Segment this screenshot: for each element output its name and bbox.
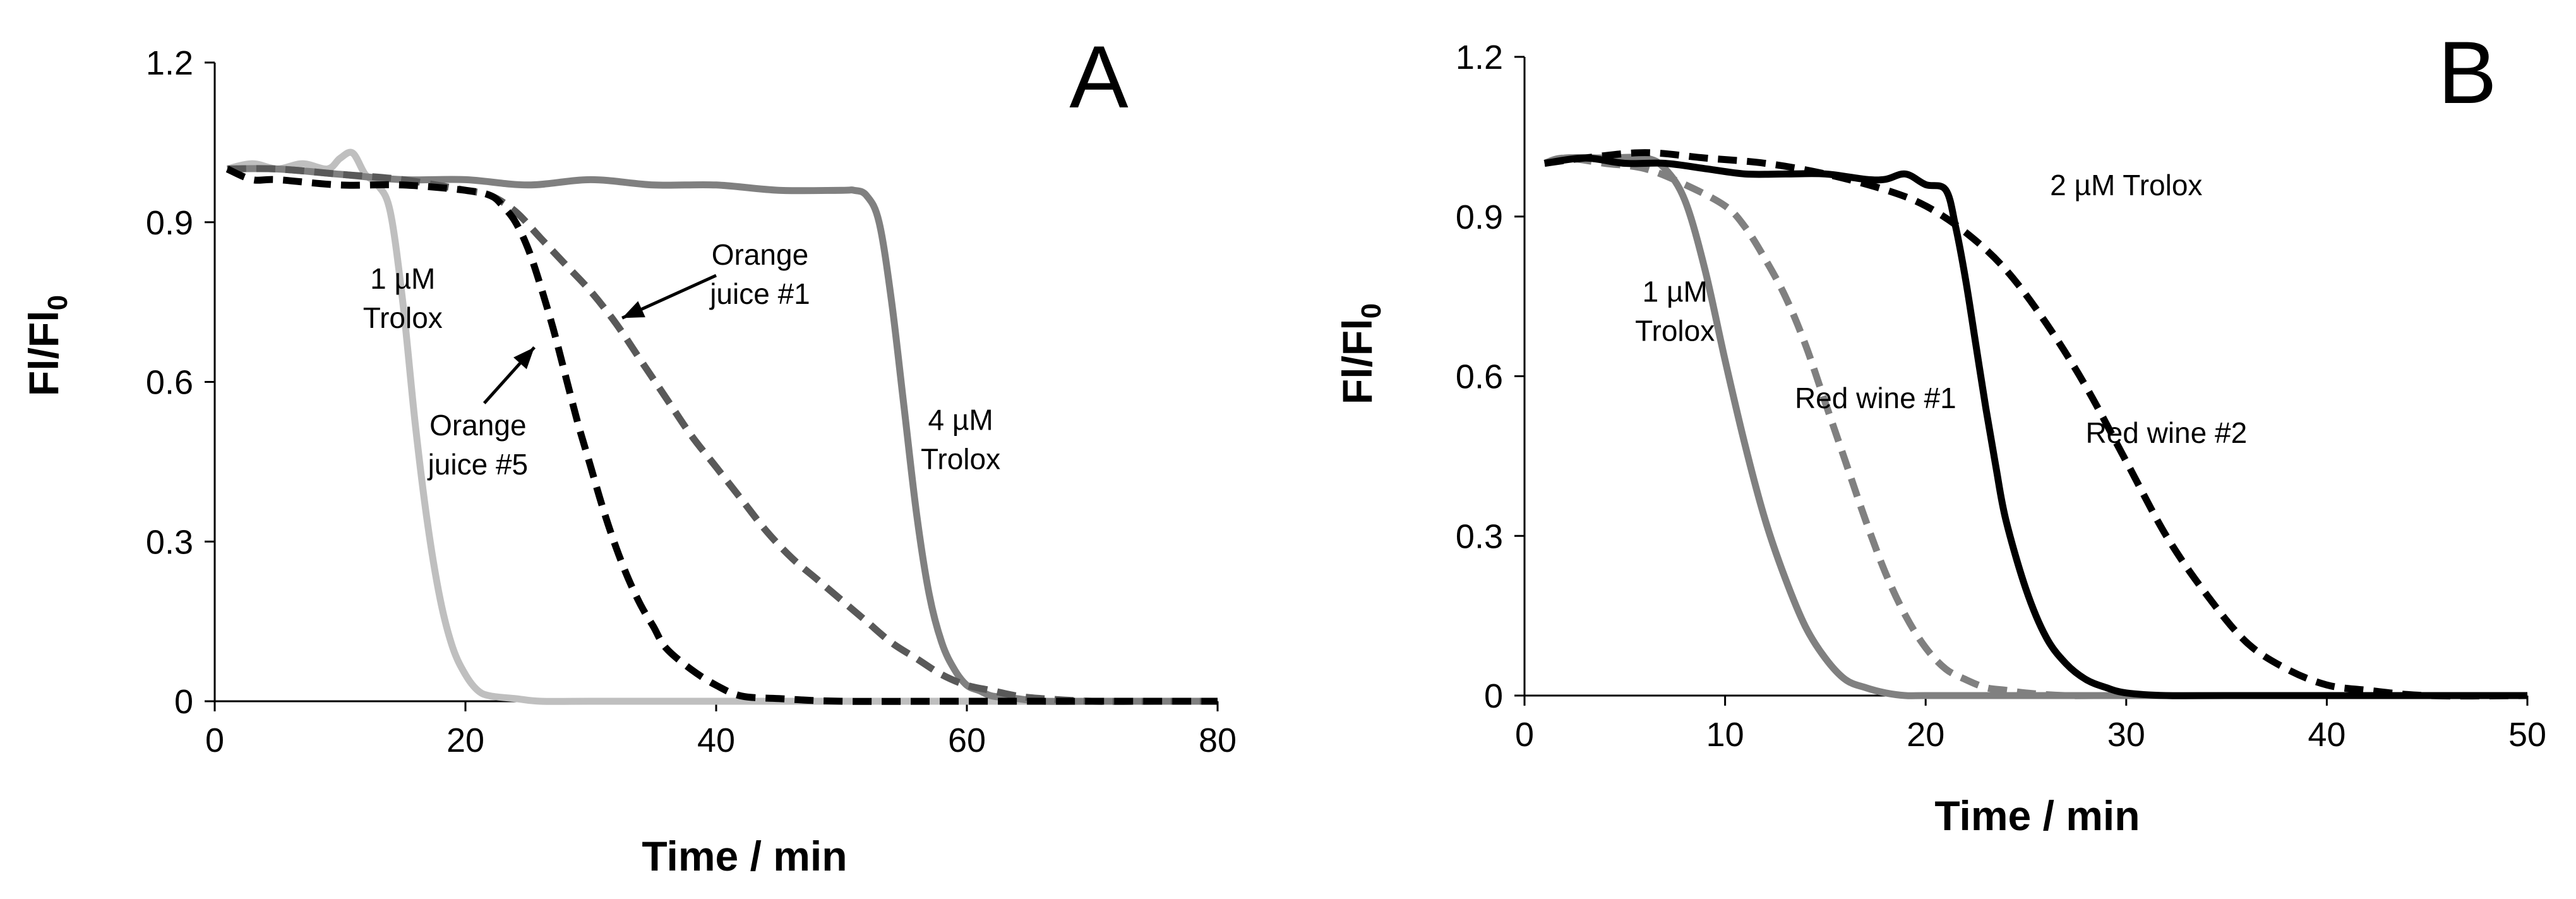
panel-b-annotation: 1 µM Trolox (1635, 275, 1715, 347)
panel-a-annotation: Orange juice #5 (427, 409, 529, 481)
panel-b-annotation: Red wine #2 (2085, 416, 2247, 449)
svg-text:Fl/Fl0: Fl/Fl0 (20, 295, 73, 396)
panel-a-series-1-um-trolox (226, 148, 1218, 705)
panel-b-annotation: Red wine #1 (1795, 382, 1956, 414)
panel-b-y-tick-label: 0.6 (1456, 358, 1503, 396)
panel-b-annotation-line: Red wine #2 (2085, 416, 2247, 449)
panel-b-y-tick-label: 0.9 (1456, 198, 1503, 236)
panel-a-x-tick-label: 40 (697, 721, 735, 759)
panel-a-letter: A (1069, 27, 1129, 126)
panel-a-series-orange-juice-5 (225, 166, 1218, 705)
panel-a-series-4-um-trolox (227, 165, 1218, 705)
panel-b-ylabel-sub: 0 (1356, 303, 1387, 318)
panel-b-series-red-wine-1 (1543, 154, 2527, 699)
panel-a-annotation: 4 µM Trolox (921, 403, 1000, 475)
panel-a-annotation-line: Trolox (363, 301, 443, 334)
panel-a-x-axis-title: Time / min (642, 833, 847, 879)
panel-b-x-tick-label: 0 (1515, 716, 1534, 754)
svg-text:Fl/Fl0: Fl/Fl0 (1334, 303, 1387, 404)
panel-b-x-tick-label: 30 (2107, 716, 2145, 754)
panel-a-annotation-line: Trolox (921, 442, 1000, 475)
panel-b-annotation-line: 1 µM (1643, 275, 1708, 308)
panel-a-x-tick-label: 80 (1199, 721, 1237, 759)
panel-a-annotation-line: Orange (429, 409, 526, 442)
panel-a-y-tick-label: 0.6 (146, 364, 193, 402)
panel-a-annotation: Orange juice #1 (709, 238, 810, 310)
panel-a-x-tick-label: 0 (205, 721, 224, 759)
panel-b-annotation-line: Red wine #1 (1795, 382, 1956, 414)
panel-b-y-tick-label: 0.3 (1456, 517, 1503, 555)
panel-a: A Fl/Fl0 Time / min 00.30.60.91.20 20 40 60… (20, 27, 1237, 879)
panel-a-y-tick-label: 0.9 (146, 204, 193, 242)
panel-a-arrow-head (622, 301, 645, 318)
panel-a-annotation-line: 1 µM (370, 262, 435, 295)
panel-b-x-tick-label: 40 (2308, 716, 2345, 754)
panel-b-series-2-um-trolox (1543, 154, 2527, 699)
panel-a-x-tick-label: 20 (446, 721, 484, 759)
panel-b-annotation: 2 µM Trolox (2050, 169, 2202, 202)
panel-a-arrow (621, 274, 717, 320)
panel-a-series-orange-juice-1 (227, 165, 1218, 705)
panel-b-x-axis-title: Time / min (1934, 792, 2140, 839)
panel-a-y-axis-title: Fl/Fl0 (20, 295, 73, 396)
panel-b-annotation-line: Trolox (1635, 315, 1715, 347)
panel-b-series-red-wine-2 (1544, 149, 2528, 700)
panel-b-y-axis-title: Fl/Fl0 (1334, 303, 1387, 404)
panel-a-arrow-head (513, 347, 535, 370)
panel-a-y-tick-label: 1.2 (146, 44, 193, 82)
panel-a-ylabel-main: Fl/Fl (20, 310, 67, 396)
panel-b-x-tick-label: 20 (1907, 716, 1944, 754)
panel-b: B Fl/Fl0 Time / min 00.30.60.91.20 10 20 30… (1334, 23, 2546, 839)
panel-a-annotation-line: Orange (712, 238, 808, 271)
panel-b-y-tick-label: 1.2 (1456, 39, 1503, 76)
panel-b-series-1-um-trolox (1543, 154, 2527, 699)
panel-b-ylabel-main: Fl/Fl (1334, 318, 1381, 404)
panel-a-annotation-line: juice #1 (709, 277, 810, 310)
panel-b-letter: B (2438, 23, 2496, 122)
panel-b-annotation-line: 2 µM Trolox (2050, 169, 2202, 202)
panel-b-y-tick-label: 0 (1484, 677, 1503, 715)
panel-b-x-tick-label: 10 (1706, 716, 1744, 754)
panel-b-x-tick-label: 50 (2508, 716, 2546, 754)
panel-a-y-tick-label: 0 (174, 683, 193, 721)
panel-a-annotation: 1 µM Trolox (363, 262, 443, 334)
panel-a-arrow (482, 346, 536, 404)
panel-a-ylabel-sub: 0 (42, 295, 73, 310)
panel-a-annotation-line: 4 µM (928, 403, 993, 436)
panel-a-y-tick-label: 0.3 (146, 523, 193, 561)
panel-a-x-tick-label: 60 (948, 721, 986, 759)
panel-a-annotation-line: juice #5 (427, 448, 529, 481)
